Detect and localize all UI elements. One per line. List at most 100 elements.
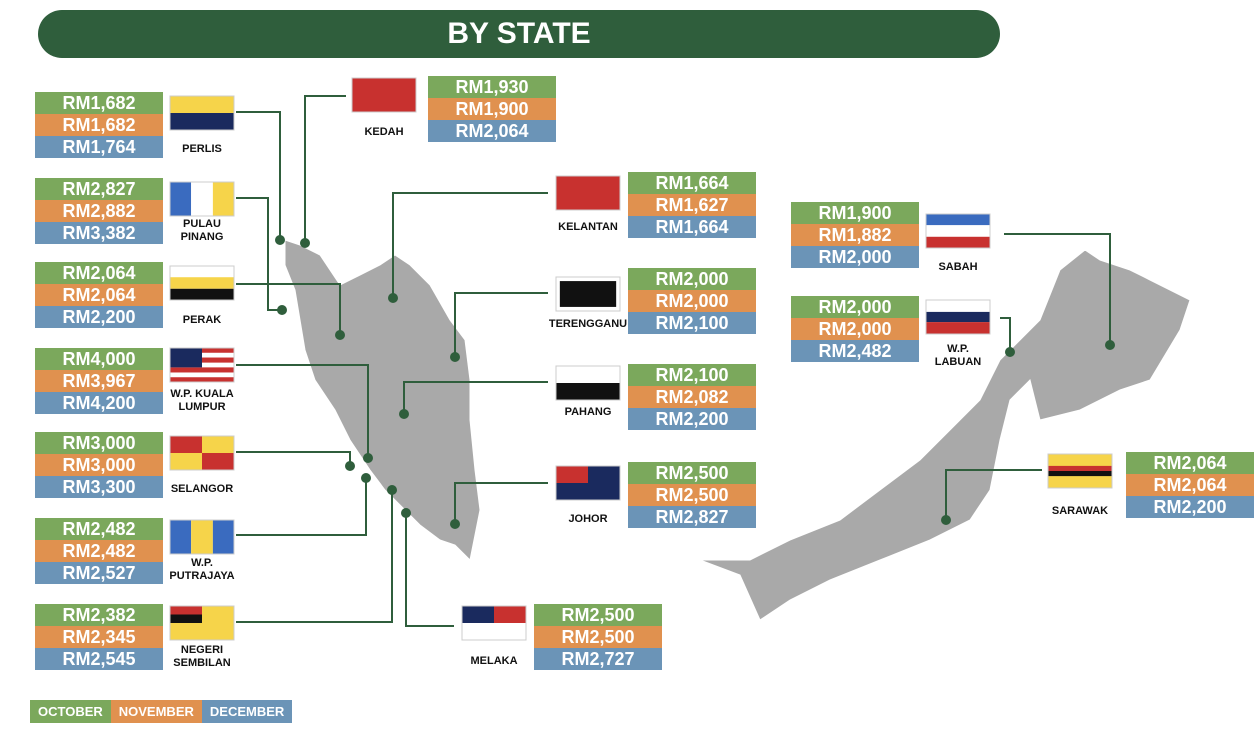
value-box: RM1,664 RM1,627 RM1,664 [628, 172, 756, 238]
value-cell: RM3,000 [35, 454, 163, 476]
title-bar: BY STATE [38, 10, 1000, 58]
flag [555, 276, 621, 312]
flag [169, 519, 235, 555]
state-name: SARAWAK [1051, 505, 1109, 517]
flag [555, 465, 621, 501]
value-cell: RM2,064 [1126, 452, 1254, 474]
value-cell: RM2,345 [35, 626, 163, 648]
flag [351, 77, 417, 113]
state-name: W.P. KUALA LUMPUR [170, 388, 234, 413]
value-cell: RM2,482 [35, 540, 163, 562]
value-cell: RM1,682 [35, 114, 163, 136]
value-box: RM2,382 RM2,345 RM2,545 [35, 604, 163, 670]
value-cell: RM3,382 [35, 222, 163, 244]
value-cell: RM2,000 [791, 246, 919, 268]
state-name: PERLIS [182, 143, 222, 155]
state-name: W.P. LABUAN [934, 343, 982, 368]
value-cell: RM2,000 [628, 290, 756, 312]
value-cell: RM2,064 [35, 262, 163, 284]
value-box: RM2,482 RM2,482 RM2,527 [35, 518, 163, 584]
value-cell: RM2,527 [35, 562, 163, 584]
value-cell: RM2,064 [428, 120, 556, 142]
value-box: RM3,000 RM3,000 RM3,300 [35, 432, 163, 498]
value-cell: RM2,200 [628, 408, 756, 430]
flag [555, 175, 621, 211]
value-cell: RM2,100 [628, 364, 756, 386]
state-name: MELAKA [470, 655, 518, 667]
value-cell: RM1,882 [791, 224, 919, 246]
value-box: RM1,930 RM1,900 RM2,064 [428, 76, 556, 142]
state-name: KELANTAN [558, 221, 618, 233]
value-box: RM2,000 RM2,000 RM2,482 [791, 296, 919, 362]
value-cell: RM2,827 [628, 506, 756, 528]
value-cell: RM1,900 [791, 202, 919, 224]
value-cell: RM2,200 [35, 306, 163, 328]
flag [169, 435, 235, 471]
state-name: PULAU PINANG [180, 218, 224, 243]
legend-item: NOVEMBER [110, 700, 202, 723]
value-cell: RM3,000 [35, 432, 163, 454]
value-cell: RM4,000 [35, 348, 163, 370]
legend-item: OCTOBER [30, 700, 111, 723]
value-box: RM1,682 RM1,682 RM1,764 [35, 92, 163, 158]
state-name: TERENGGANU [548, 318, 628, 330]
value-cell: RM1,930 [428, 76, 556, 98]
flag [925, 213, 991, 249]
value-cell: RM2,000 [791, 318, 919, 340]
value-box: RM2,064 RM2,064 RM2,200 [35, 262, 163, 328]
value-cell: RM2,882 [35, 200, 163, 222]
flag [169, 265, 235, 301]
flag [169, 605, 235, 641]
value-cell: RM2,500 [628, 484, 756, 506]
flag [925, 299, 991, 335]
value-cell: RM2,482 [35, 518, 163, 540]
value-box: RM4,000 RM3,967 RM4,200 [35, 348, 163, 414]
value-cell: RM2,000 [628, 268, 756, 290]
value-cell: RM2,082 [628, 386, 756, 408]
state-name: SELANGOR [170, 483, 234, 495]
value-cell: RM2,827 [35, 178, 163, 200]
value-cell: RM1,900 [428, 98, 556, 120]
value-cell: RM1,627 [628, 194, 756, 216]
value-box: RM2,500 RM2,500 RM2,727 [534, 604, 662, 670]
dots [275, 235, 1115, 529]
value-cell: RM2,500 [534, 626, 662, 648]
state-name: W.P. PUTRAJAYA [169, 557, 235, 582]
connectors [236, 95, 1111, 627]
flag [1047, 453, 1113, 489]
value-cell: RM2,000 [791, 296, 919, 318]
state-name: SABAH [938, 261, 978, 273]
value-box: RM2,064 RM2,064 RM2,200 [1126, 452, 1254, 518]
value-cell: RM1,764 [35, 136, 163, 158]
value-cell: RM2,500 [628, 462, 756, 484]
value-cell: RM1,682 [35, 92, 163, 114]
value-cell: RM1,664 [628, 216, 756, 238]
value-cell: RM2,482 [791, 340, 919, 362]
flags [169, 77, 1113, 641]
legend: OCTOBER NOVEMBER DECEMBER [30, 700, 293, 723]
flag [555, 365, 621, 401]
land [284, 239, 1191, 621]
value-cell: RM2,064 [1126, 474, 1254, 496]
value-cell: RM1,664 [628, 172, 756, 194]
value-cell: RM2,382 [35, 604, 163, 626]
legend-item: DECEMBER [201, 700, 293, 723]
value-cell: RM2,545 [35, 648, 163, 670]
value-cell: RM2,727 [534, 648, 662, 670]
state-name: NEGERI SEMBILAN [173, 644, 231, 669]
value-cell: RM2,100 [628, 312, 756, 334]
value-box: RM2,827 RM2,882 RM3,382 [35, 178, 163, 244]
flag [461, 605, 527, 641]
flag [169, 95, 235, 131]
flag [169, 347, 235, 383]
value-cell: RM2,200 [1126, 496, 1254, 518]
value-cell: RM2,064 [35, 284, 163, 306]
state-name: PERAK [182, 314, 222, 326]
flag [169, 181, 235, 217]
value-cell: RM3,300 [35, 476, 163, 498]
state-name: KEDAH [364, 126, 404, 138]
value-box: RM2,100 RM2,082 RM2,200 [628, 364, 756, 430]
value-cell: RM3,967 [35, 370, 163, 392]
